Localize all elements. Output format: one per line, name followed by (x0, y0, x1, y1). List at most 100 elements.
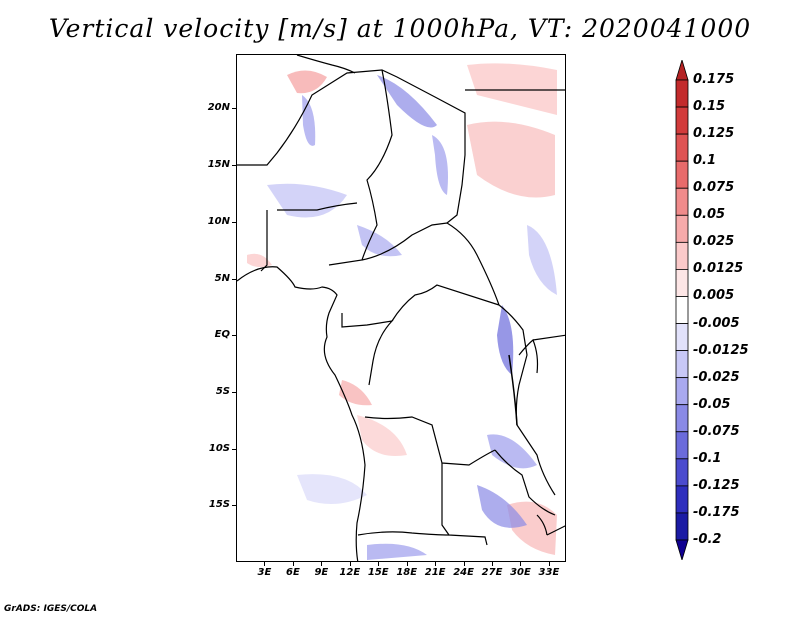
negative-patch (477, 485, 527, 528)
velocity-field (247, 63, 557, 560)
positive-patch (287, 70, 327, 94)
lon-tick (407, 562, 408, 566)
negative-patch (367, 543, 427, 560)
lon-tick (378, 562, 379, 566)
map-panel (236, 54, 566, 562)
colorbar-label: 0.125 (693, 126, 735, 142)
colorbar-label: -0.025 (693, 369, 740, 385)
coastline (237, 266, 366, 561)
colorbar-label: -0.125 (693, 477, 740, 493)
border (361, 222, 500, 306)
negative-patch (377, 75, 437, 128)
colorbar-cell (675, 431, 689, 460)
lat-label: 5N (214, 272, 230, 284)
colorbar-cell (675, 241, 689, 270)
colorbar-label: -0.075 (693, 423, 740, 439)
lon-tick (464, 562, 465, 566)
colorbar-label: 0.15 (693, 99, 726, 115)
colorbar-cell (675, 485, 689, 514)
lon-tick (435, 562, 436, 566)
lon-tick (520, 562, 521, 566)
colorbar-label: -0.2 (693, 532, 722, 547)
lat-tick (232, 335, 236, 336)
lon-label: 15E (367, 567, 389, 578)
lat-tick (232, 449, 236, 450)
colorbar-cell (675, 350, 689, 379)
colorbar-label: 0.05 (693, 207, 726, 223)
lat-label: 5S (215, 385, 230, 397)
colorbar-cell (675, 269, 689, 297)
positive-patch (467, 63, 557, 115)
chart-title: Vertical velocity [m/s] at 1000hPa, VT: … (48, 14, 752, 43)
lon-label: 18E (396, 567, 418, 578)
lon-label: 6E (285, 567, 300, 578)
lon-tick (350, 562, 351, 566)
negative-patch (432, 135, 448, 195)
colorbar-label: -0.175 (693, 504, 740, 520)
grads-credit: GrADS: IGES/COLA (4, 604, 98, 614)
border (296, 55, 356, 74)
colorbar-arrow-bottom (675, 539, 689, 560)
colorbar-label: 0.175 (693, 72, 735, 87)
colorbar-label: 0.1 (693, 153, 717, 169)
colorbar-cell (675, 133, 689, 162)
lon-tick (549, 562, 550, 566)
border (532, 334, 565, 341)
colorbar-label: -0.05 (693, 396, 731, 412)
lat-tick (232, 505, 236, 506)
lon-tick (492, 562, 493, 566)
lat-tick (232, 392, 236, 393)
colorbar-label: -0.005 (693, 315, 740, 331)
lat-label: 10N (207, 215, 230, 227)
lon-label: 27E (481, 567, 503, 578)
colorbar-label: -0.0125 (693, 342, 749, 358)
colorbar-label: 0.075 (693, 180, 735, 196)
border (357, 531, 450, 536)
border (260, 210, 268, 272)
colorbar-cell (675, 404, 689, 433)
border (498, 304, 556, 496)
lat-label: 15S (208, 499, 230, 511)
border (328, 69, 393, 266)
border (441, 463, 488, 546)
border (277, 202, 358, 211)
border (341, 313, 394, 386)
lake (536, 514, 548, 536)
lon-label: 12E (339, 567, 361, 578)
lon-label: 21E (424, 567, 446, 578)
colorbar-label: 0.025 (693, 234, 735, 250)
negative-patch (297, 474, 367, 504)
colorbar-cell (675, 296, 689, 324)
negative-patch (487, 434, 537, 469)
positive-patch (467, 121, 555, 198)
lon-label: 33E (538, 567, 560, 578)
colorbar-arrow-top (675, 60, 689, 81)
lon-tick (321, 562, 322, 566)
colorbar-label: 0.0125 (693, 261, 744, 277)
border (364, 416, 496, 466)
lat-label: 10S (208, 442, 230, 454)
lon-label: 3E (257, 567, 272, 578)
colorbar-label: -0.1 (693, 450, 722, 466)
colorbar-cell (675, 377, 689, 406)
negative-patch (527, 225, 557, 295)
colorbar (675, 60, 689, 560)
positive-patch (357, 415, 407, 456)
border (494, 449, 556, 516)
lon-label: 9E (314, 567, 329, 578)
colorbar-label: 0.005 (693, 288, 735, 304)
lat-label: EQ (214, 329, 230, 341)
country-boundaries (237, 55, 565, 561)
lat-label: 15N (207, 159, 230, 171)
negative-patch (357, 225, 402, 257)
colorbar-cell (675, 512, 689, 541)
map-canvas (237, 55, 565, 561)
positive-patch (247, 253, 272, 268)
lon-label: 24E (453, 567, 474, 578)
lat-tick (232, 222, 236, 223)
lon-label: 30E (510, 567, 531, 578)
colorbar-cell (675, 79, 689, 108)
colorbar-cell (675, 160, 689, 189)
lake (508, 354, 518, 426)
lat-tick (232, 108, 236, 109)
